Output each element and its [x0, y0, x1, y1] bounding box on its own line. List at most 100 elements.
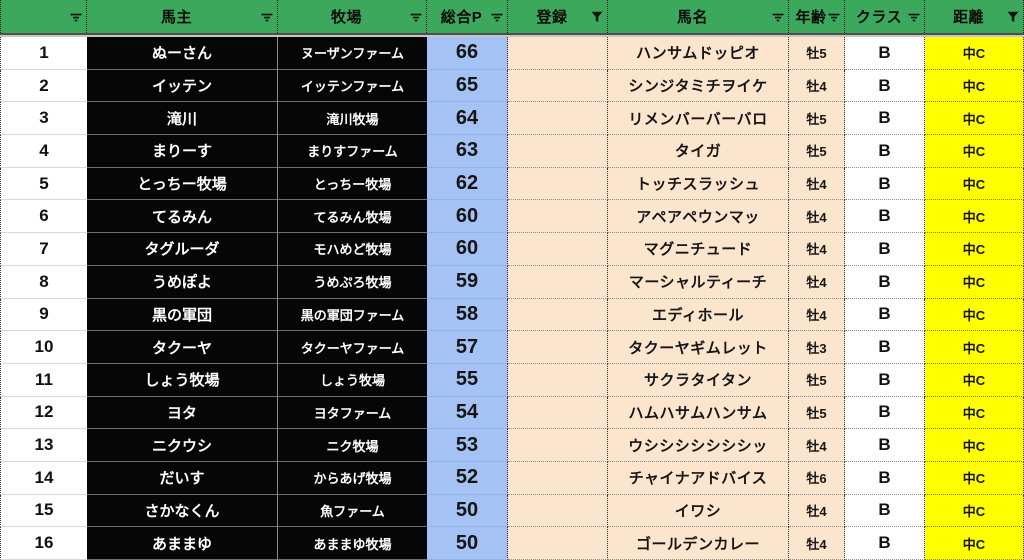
row-number-cell[interactable]: 10	[0, 331, 87, 364]
farm-cell[interactable]: タクーヤファーム	[278, 331, 427, 364]
owner-cell[interactable]: うめぽよ	[87, 265, 278, 299]
farm-cell[interactable]: からあげ牧場	[278, 461, 427, 495]
farm-cell[interactable]: しょう牧場	[278, 363, 427, 397]
farm-cell[interactable]: あままゆ牧場	[278, 527, 427, 560]
row-number-cell[interactable]: 5	[0, 167, 87, 201]
total-points-cell[interactable]: 58	[427, 298, 508, 332]
distance-cell[interactable]: 中C	[925, 167, 1024, 201]
owner-cell[interactable]: とっちー牧場	[87, 167, 278, 201]
filter-dropdown-icon[interactable]	[70, 11, 82, 22]
filter-active-icon[interactable]	[1007, 11, 1019, 22]
filter-dropdown-icon[interactable]	[908, 11, 920, 22]
row-number-cell[interactable]: 7	[0, 233, 87, 266]
filter-dropdown-icon[interactable]	[772, 11, 784, 22]
distance-cell[interactable]: 中C	[925, 69, 1024, 103]
owner-cell[interactable]: しょう牧場	[87, 363, 278, 397]
age-cell[interactable]: 牡4	[789, 494, 845, 528]
distance-cell[interactable]: 中C	[925, 233, 1024, 266]
owner-cell[interactable]: ぬーさん	[87, 37, 278, 70]
column-header-totalp[interactable]: 総合P	[427, 0, 508, 33]
farm-cell[interactable]: とっちー牧場	[278, 167, 427, 201]
column-header-rownum[interactable]	[0, 0, 87, 33]
row-number-cell[interactable]: 15	[0, 494, 87, 528]
distance-cell[interactable]: 中C	[925, 135, 1024, 168]
registration-cell[interactable]	[508, 200, 608, 234]
owner-cell[interactable]: てるみん	[87, 200, 278, 234]
class-cell[interactable]: B	[845, 331, 925, 364]
age-cell[interactable]: 牡4	[789, 527, 845, 560]
total-points-cell[interactable]: 60	[427, 233, 508, 266]
row-number-cell[interactable]: 1	[0, 37, 87, 70]
class-cell[interactable]: B	[845, 461, 925, 495]
age-cell[interactable]: 牡5	[789, 37, 845, 70]
filter-dropdown-icon[interactable]	[410, 11, 422, 22]
class-cell[interactable]: B	[845, 429, 925, 462]
class-cell[interactable]: B	[845, 102, 925, 136]
total-points-cell[interactable]: 54	[427, 396, 508, 430]
class-cell[interactable]: B	[845, 167, 925, 201]
horse-name-cell[interactable]: ウシシシシシシシッ	[608, 429, 789, 462]
registration-cell[interactable]	[508, 396, 608, 430]
horse-name-cell[interactable]: チャイナアドバイス	[608, 461, 789, 495]
horse-name-cell[interactable]: マグニチュード	[608, 233, 789, 266]
owner-cell[interactable]: ニクウシ	[87, 429, 278, 462]
registration-cell[interactable]	[508, 494, 608, 528]
column-header-reg[interactable]: 登録	[508, 0, 608, 33]
registration-cell[interactable]	[508, 265, 608, 299]
row-number-cell[interactable]: 9	[0, 298, 87, 332]
class-cell[interactable]: B	[845, 494, 925, 528]
registration-cell[interactable]	[508, 37, 608, 70]
distance-cell[interactable]: 中C	[925, 298, 1024, 332]
age-cell[interactable]: 牡6	[789, 461, 845, 495]
column-header-horse[interactable]: 馬名	[608, 0, 789, 33]
farm-cell[interactable]: 魚ファーム	[278, 494, 427, 528]
registration-cell[interactable]	[508, 233, 608, 266]
owner-cell[interactable]: だいす	[87, 461, 278, 495]
column-header-age[interactable]: 年齢	[789, 0, 845, 33]
registration-cell[interactable]	[508, 527, 608, 560]
total-points-cell[interactable]: 50	[427, 527, 508, 560]
farm-cell[interactable]: まりすファーム	[278, 135, 427, 168]
row-number-cell[interactable]: 8	[0, 265, 87, 299]
age-cell[interactable]: 牡4	[789, 167, 845, 201]
column-header-owner[interactable]: 馬主	[87, 0, 278, 33]
total-points-cell[interactable]: 53	[427, 429, 508, 462]
farm-cell[interactable]: ニク牧場	[278, 429, 427, 462]
registration-cell[interactable]	[508, 363, 608, 397]
total-points-cell[interactable]: 63	[427, 135, 508, 168]
age-cell[interactable]: 牡5	[789, 363, 845, 397]
horse-name-cell[interactable]: ハンサムドッピオ	[608, 37, 789, 70]
owner-cell[interactable]: あままゆ	[87, 527, 278, 560]
row-number-cell[interactable]: 16	[0, 527, 87, 560]
distance-cell[interactable]: 中C	[925, 265, 1024, 299]
total-points-cell[interactable]: 64	[427, 102, 508, 136]
owner-cell[interactable]: 黒の軍団	[87, 298, 278, 332]
horse-name-cell[interactable]: ゴールデンカレー	[608, 527, 789, 560]
owner-cell[interactable]: イッテン	[87, 69, 278, 103]
registration-cell[interactable]	[508, 429, 608, 462]
owner-cell[interactable]: ヨタ	[87, 396, 278, 430]
class-cell[interactable]: B	[845, 233, 925, 266]
registration-cell[interactable]	[508, 298, 608, 332]
class-cell[interactable]: B	[845, 396, 925, 430]
farm-cell[interactable]: イッテンファーム	[278, 69, 427, 103]
total-points-cell[interactable]: 59	[427, 265, 508, 299]
owner-cell[interactable]: タクーヤ	[87, 331, 278, 364]
registration-cell[interactable]	[508, 461, 608, 495]
horse-name-cell[interactable]: リメンバーバーバロ	[608, 102, 789, 136]
age-cell[interactable]: 牡3	[789, 331, 845, 364]
class-cell[interactable]: B	[845, 363, 925, 397]
column-header-dist[interactable]: 距離	[925, 0, 1024, 33]
farm-cell[interactable]: モハめど牧場	[278, 233, 427, 266]
row-number-cell[interactable]: 2	[0, 69, 87, 103]
row-number-cell[interactable]: 12	[0, 396, 87, 430]
total-points-cell[interactable]: 57	[427, 331, 508, 364]
filter-active-icon[interactable]	[591, 11, 603, 22]
total-points-cell[interactable]: 52	[427, 461, 508, 495]
horse-name-cell[interactable]: マーシャルティーチ	[608, 265, 789, 299]
column-header-farm[interactable]: 牧場	[278, 0, 427, 33]
class-cell[interactable]: B	[845, 200, 925, 234]
age-cell[interactable]: 牡4	[789, 429, 845, 462]
distance-cell[interactable]: 中C	[925, 429, 1024, 462]
distance-cell[interactable]: 中C	[925, 461, 1024, 495]
